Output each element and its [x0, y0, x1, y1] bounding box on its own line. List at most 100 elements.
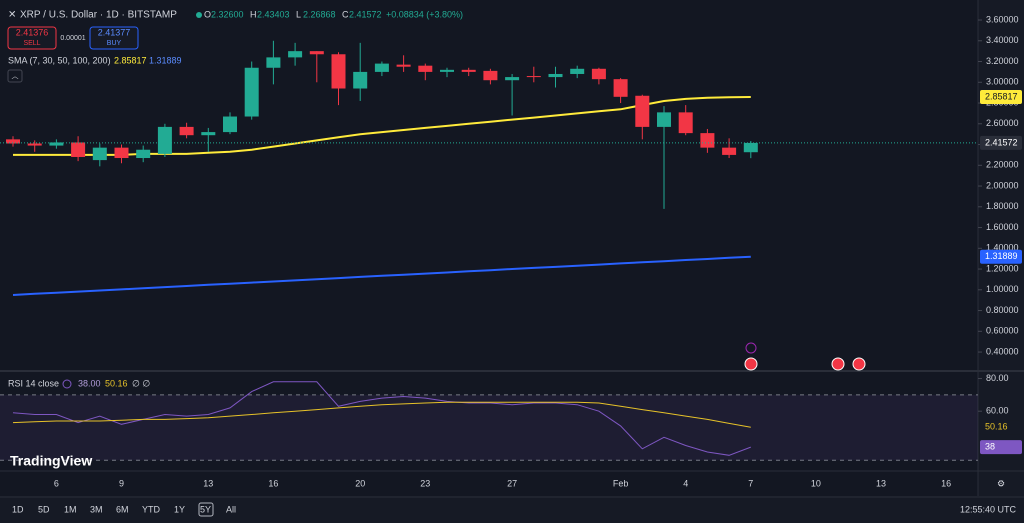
buy-label: BUY	[107, 40, 122, 47]
rsi-legend: RSI 14 close	[8, 378, 59, 388]
y-tick-label: 80.00	[986, 373, 1009, 383]
range-button[interactable]: 1D	[12, 504, 24, 514]
y-tick-label: 1.20000	[986, 263, 1019, 273]
range-button[interactable]: 5D	[38, 504, 50, 514]
range-button[interactable]: 5Y	[200, 504, 211, 514]
event-flag[interactable]	[831, 357, 845, 371]
chart-area	[0, 0, 978, 496]
buy-price: 2.41377	[98, 27, 131, 37]
x-tick-label: Feb	[613, 478, 629, 488]
sma-legend: SMA (7, 30, 50, 100, 200)	[8, 55, 111, 65]
candle-body	[374, 63, 389, 72]
candle-body	[678, 112, 693, 134]
rsi-ma-value: 50.16	[105, 378, 128, 388]
x-tick-label: 16	[941, 478, 951, 488]
x-tick-label: 27	[507, 478, 517, 488]
x-tick-label: 9	[119, 478, 124, 488]
y-tick-label: 2.20000	[986, 160, 1019, 170]
candle-body	[114, 147, 129, 159]
rsi-ma-axis-label: 50.16	[985, 422, 1008, 432]
rsi-icon	[62, 379, 72, 389]
sell-button[interactable]	[7, 26, 57, 50]
range-button[interactable]: 3M	[90, 504, 103, 514]
price-axis-label: 2.41572	[985, 137, 1018, 147]
sma-blue-value: 1.31889	[149, 55, 182, 65]
range-button[interactable]: 6M	[116, 504, 129, 514]
y-tick-label: 3.40000	[986, 35, 1019, 45]
ohlc-key: L	[296, 9, 301, 19]
ohlc-key: C	[342, 9, 349, 19]
candle-body	[505, 77, 520, 81]
y-tick-label: 2.00000	[986, 180, 1019, 190]
candle-body	[6, 139, 20, 144]
y-tick-label: 3.00000	[986, 77, 1019, 87]
candle-body	[223, 116, 237, 133]
ohlc-key: O	[204, 9, 211, 19]
x-tick-label: 13	[203, 478, 213, 488]
candle-body	[331, 54, 346, 89]
candle-body	[201, 132, 216, 136]
rsi-line	[12, 381, 751, 456]
settings-icon[interactable]: ⚙	[997, 478, 1005, 488]
range-button[interactable]: 1Y	[174, 504, 185, 514]
toolbar: 1D 5D 1M 3M 6M YTD 1Y 5Y All	[12, 504, 236, 514]
x-tick-label: 20	[355, 478, 365, 488]
event-flag[interactable]	[852, 357, 866, 371]
x-tick-label: 7	[748, 478, 753, 488]
candle-body	[570, 68, 585, 74]
date-range-button[interactable]	[198, 502, 214, 517]
candle-body	[49, 142, 64, 146]
price-axis-label-box	[980, 135, 1022, 150]
y-tick-label: 1.00000	[986, 284, 1019, 294]
candle-body	[71, 142, 86, 157]
y-tick-label: 3.60000	[986, 14, 1019, 24]
sma-blue-axis-label-box	[980, 249, 1022, 264]
candle-body	[722, 147, 737, 155]
event-icon[interactable]	[745, 342, 757, 354]
range-button[interactable]: 1M	[64, 504, 77, 514]
rsi-na: ∅ ∅	[132, 378, 150, 388]
sell-label: SELL	[23, 40, 40, 47]
x-tick-label: 4	[683, 478, 688, 488]
sma-yellow-axis-label: 2.85817	[985, 91, 1018, 101]
x-tick-label: 13	[876, 478, 886, 488]
rsi-axis-label-box	[980, 440, 1022, 455]
collapse-button[interactable]	[7, 69, 23, 83]
rsi-band	[0, 394, 978, 461]
candle-body	[157, 126, 172, 154]
x-tick-label: 6	[54, 478, 59, 488]
y-tick-label: 2.60000	[986, 118, 1019, 128]
candle-body	[591, 68, 606, 80]
candle-body	[461, 69, 476, 72]
rsi-value: 38.00	[78, 378, 101, 388]
sma-yellow-axis-label-box	[980, 89, 1022, 104]
candle-body	[266, 57, 281, 68]
candle-body	[743, 142, 758, 153]
y-tick-label: 60.00	[986, 406, 1009, 416]
candle-body	[27, 143, 42, 146]
y-tick-label: 0.40000	[986, 346, 1019, 356]
sma-yellow-value: 2.85817	[114, 55, 147, 65]
candle-body	[657, 112, 671, 127]
buy-button[interactable]	[89, 26, 139, 50]
candle-body	[136, 149, 151, 159]
y-tick-label: 0.80000	[986, 305, 1019, 315]
rsi-ma-axis-label-box	[980, 420, 1022, 435]
range-button[interactable]: YTD	[142, 504, 161, 514]
x-tick-label: 10	[811, 478, 821, 488]
candle-body	[526, 76, 541, 78]
y-tick-label: 1.80000	[986, 201, 1019, 211]
y-tick-label: 1.40000	[986, 243, 1019, 253]
event-flag[interactable]	[744, 357, 758, 371]
close-icon[interactable]: ✕	[8, 10, 16, 21]
candle-body	[309, 51, 324, 55]
clock: 12:55:40 UTC	[960, 504, 1017, 514]
ohlc-value: 2.43403	[257, 9, 290, 19]
range-button[interactable]: All	[226, 504, 236, 514]
candle-body	[396, 64, 411, 67]
ohlc: O 2.32600 H 2.43403 L 2.26868 C 2.41572 +0.08834…	[204, 9, 463, 19]
sma-line	[13, 96, 751, 156]
candle-body	[353, 71, 368, 89]
logo: TradingView	[10, 453, 92, 469]
